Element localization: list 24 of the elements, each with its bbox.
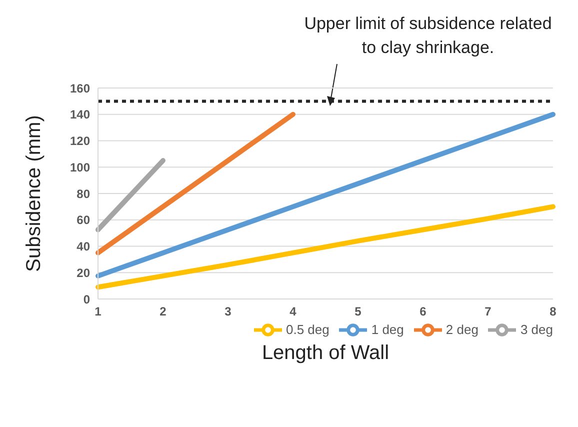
legend-label: 3 deg [520, 322, 553, 338]
x-axis-title: Length of Wall [262, 342, 390, 364]
legend-label: 0.5 deg [286, 322, 330, 338]
y-tick-label: 40 [76, 240, 90, 254]
y-axis-title: Subsidence (mm) [23, 115, 46, 272]
text: Upper limit of subsidence related to clay shrinkage. [303, 13, 553, 59]
y-tick-label: 80 [76, 186, 90, 201]
x-tick-label: 6 [420, 304, 427, 319]
x-tick-label: 4 [290, 304, 297, 319]
y-tick-label: 140 [70, 108, 90, 122]
y-tick-label: 100 [70, 160, 90, 174]
y-tick-label: 120 [70, 134, 90, 148]
x-tick-label: 1 [94, 304, 102, 319]
legend-label: 2 deg [446, 322, 478, 338]
x-tick-label: 8 [550, 304, 557, 319]
x-tick-label: 2 [160, 304, 167, 319]
y-tick-label: 160 [70, 81, 90, 96]
legend-label: 1 deg [371, 322, 404, 338]
y-tick-label: 0 [83, 292, 90, 306]
x-tick-label: 5 [354, 304, 362, 319]
y-tick-label: 20 [76, 266, 90, 280]
x-tick-label: 3 [224, 304, 232, 319]
x-tick-label: 7 [484, 304, 492, 319]
y-tick-label: 60 [76, 213, 90, 228]
